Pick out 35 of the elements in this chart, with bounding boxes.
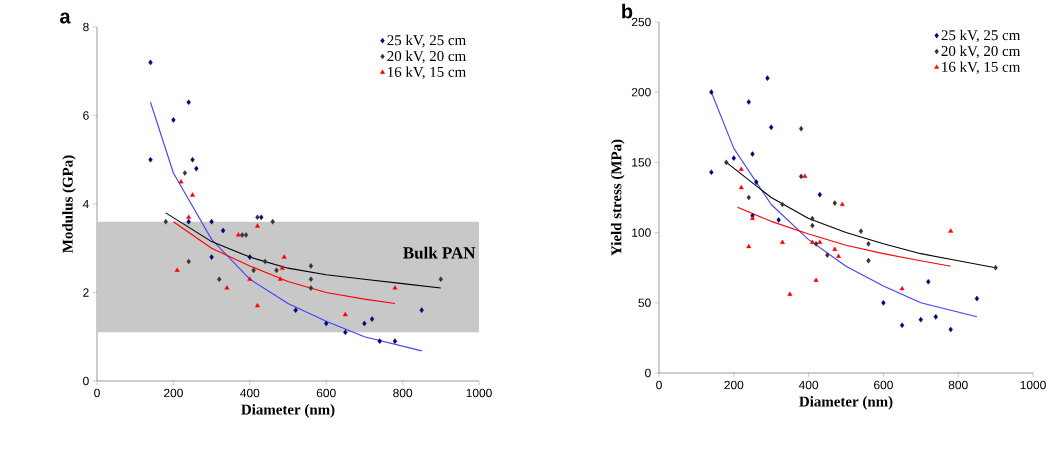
x-tick-label: 600: [874, 380, 893, 390]
band-label: Bulk PAN: [403, 246, 476, 259]
y-tick-label: 2: [83, 288, 89, 297]
y-tick-label: 0: [645, 368, 651, 378]
y-axis-title: Yield stress (MPa): [610, 139, 625, 256]
x-tick-label: 1000: [466, 388, 492, 398]
y-tick-label: 4: [82, 199, 89, 209]
x-tick-label: 200: [724, 380, 744, 390]
x-tick-label: 800: [393, 388, 413, 398]
x-tick-label: 0: [656, 380, 662, 390]
x-tick-label: 1000: [1020, 380, 1046, 390]
legend-label: 20 kV, 20 cm: [387, 50, 466, 64]
x-tick-label: 800: [948, 380, 968, 390]
y-tick-label: 100: [632, 228, 651, 237]
legend-label: 20 kV, 20 cm: [941, 45, 1021, 59]
y-tick-label: 6: [83, 111, 89, 120]
y-tick-label: 200: [631, 87, 651, 97]
x-tick-label: 400: [798, 380, 819, 390]
x-tick-label: 200: [164, 388, 183, 398]
legend-label: 25 kV, 25 cm: [941, 29, 1021, 43]
y-tick-label: 50: [638, 298, 651, 308]
y-tick-label: 150: [632, 158, 651, 167]
y-tick-label: 250: [631, 17, 651, 27]
x-tick-label: 0: [94, 388, 100, 398]
x-axis-title: Diameter (nm): [241, 404, 335, 418]
legend-label: 16 kV, 15 cm: [388, 66, 466, 80]
legend-label: 16 kV, 15 cm: [942, 61, 1021, 75]
text: b: [622, 3, 633, 19]
text: a: [60, 12, 71, 24]
x-axis-title: Diameter (nm): [799, 396, 893, 410]
legend-label: 25 kV, 25 cm: [387, 34, 466, 48]
y-tick-label: 8: [83, 22, 89, 32]
y-axis-title: Modulus (GPa): [62, 155, 76, 253]
x-tick-label: 400: [240, 388, 260, 398]
x-tick-label: 600: [316, 388, 336, 398]
